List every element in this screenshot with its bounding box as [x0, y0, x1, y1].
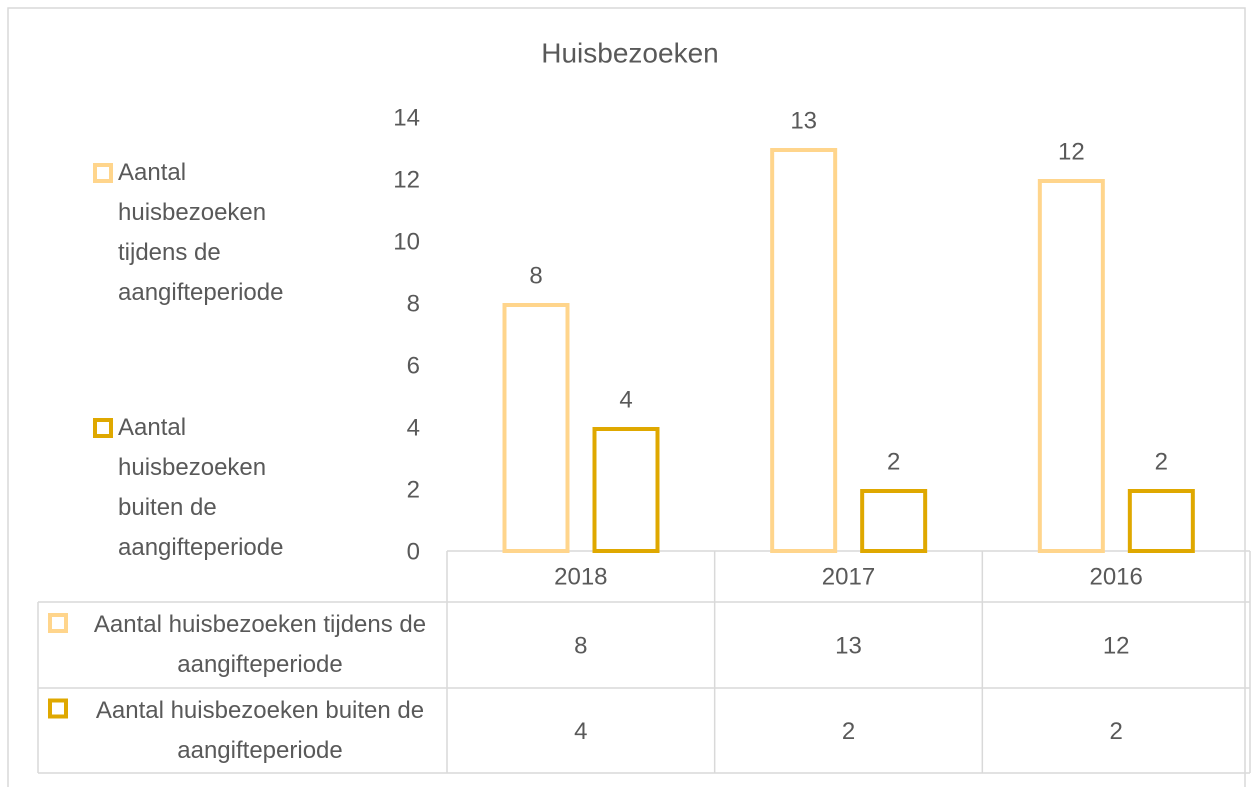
- data-label: 8: [529, 262, 542, 289]
- table-cell: 8: [574, 632, 587, 659]
- chart-border: [7, 7, 1246, 787]
- legend-swatch: [93, 418, 113, 438]
- y-tick-label: 4: [407, 414, 420, 441]
- table-swatch: [48, 698, 68, 719]
- data-label: 2: [1155, 448, 1168, 475]
- data-label: 2: [887, 448, 900, 475]
- data-label: 4: [619, 386, 632, 413]
- data-label: 13: [790, 107, 817, 134]
- bar: [1037, 179, 1105, 553]
- table-row-label: Aantal huisbezoeken buiten de aangiftepe…: [95, 696, 425, 764]
- legend-label: Aantal huisbezoeken tijdens de aangiftep…: [118, 159, 284, 306]
- y-tick-label: 6: [407, 352, 420, 379]
- table-row-label: Aantal huisbezoeken tijdens de aangiftep…: [93, 611, 427, 678]
- bar: [1127, 489, 1195, 553]
- table-cell: 12: [1103, 632, 1130, 659]
- y-tick-label: 0: [407, 538, 420, 565]
- table-cell: 13: [835, 632, 862, 659]
- y-tick-label: 10: [393, 228, 420, 255]
- bar: [860, 489, 928, 553]
- y-tick-label: 12: [393, 166, 420, 193]
- y-tick-label: 14: [393, 104, 420, 131]
- data-label: 12: [1058, 138, 1085, 165]
- table-cell: 2: [1109, 718, 1122, 745]
- legend-label: Aantal huisbezoeken buiten de aangiftepe…: [118, 414, 284, 561]
- legend-swatch: [93, 163, 113, 183]
- x-tick-label: 2016: [1089, 563, 1142, 590]
- table-swatch: [48, 613, 68, 633]
- chart-title: Huisbezoeken: [541, 37, 718, 68]
- y-tick-label: 2: [407, 476, 420, 503]
- y-tick-label: 8: [407, 290, 420, 317]
- table-cell: 4: [574, 718, 587, 745]
- x-tick-label: 2018: [554, 563, 607, 590]
- bar: [592, 427, 660, 553]
- table-cell: 2: [842, 718, 855, 745]
- bar: [502, 303, 570, 553]
- bar: [770, 148, 838, 553]
- x-tick-label: 2017: [822, 563, 875, 590]
